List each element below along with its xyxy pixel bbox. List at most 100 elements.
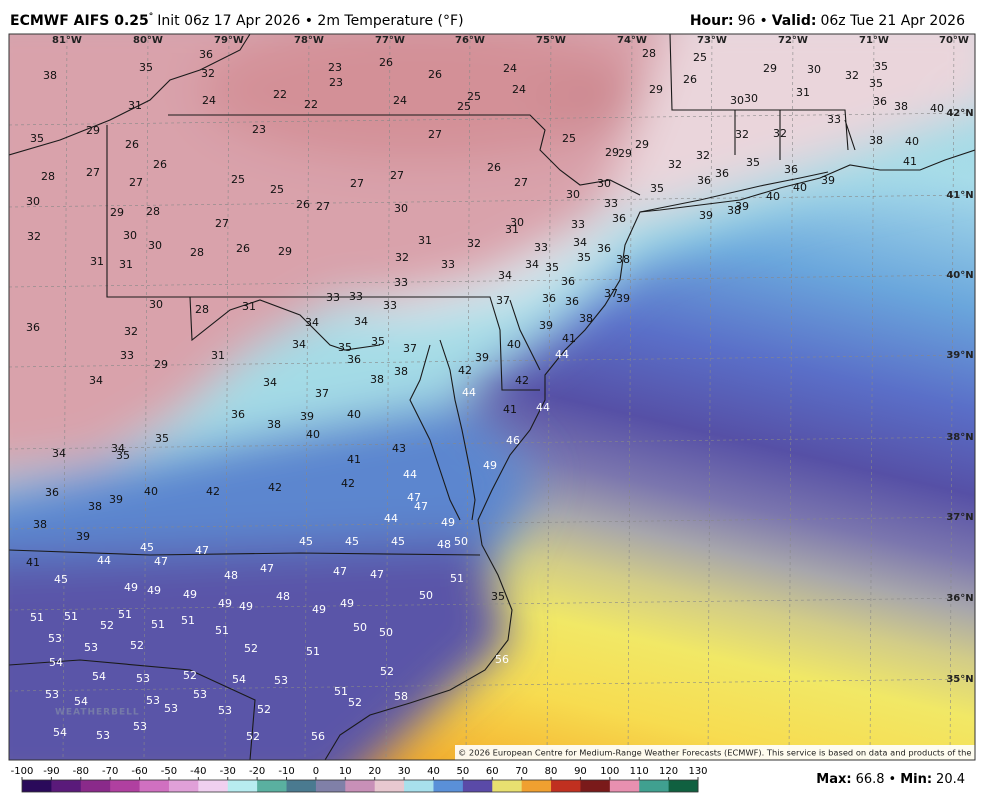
station-temperature: 31 <box>796 86 810 99</box>
header-left: ECMWF AIFS 0.25° Init 06z 17 Apr 2026 • 2… <box>10 12 464 30</box>
colorbar-segment <box>168 780 199 792</box>
meridian <box>627 34 633 760</box>
station-temperature: 56 <box>311 730 325 743</box>
map-frame <box>8 33 976 761</box>
station-temperature: 36 <box>597 242 611 255</box>
lon-label: 70°W <box>939 35 969 46</box>
lat-label: 40°N <box>946 270 973 281</box>
station-temperature: 51 <box>450 572 464 585</box>
station-temperature: 49 <box>124 581 138 594</box>
station-temperature: 36 <box>347 353 361 366</box>
station-temperature: 44 <box>384 512 398 525</box>
station-temperature: 34 <box>111 442 125 455</box>
title: ECMWF AIFS 0.25 <box>10 13 149 29</box>
station-temperature: 23 <box>329 76 343 89</box>
colorbar-tick-label: -90 <box>43 766 59 777</box>
max-label: Max: <box>816 772 851 787</box>
station-temperature: 48 <box>276 590 290 603</box>
lon-label: 78°W <box>294 35 324 46</box>
lon-label: 75°W <box>536 35 566 46</box>
colorbar-segment <box>257 780 288 792</box>
station-temperature: 39 <box>821 174 835 187</box>
station-temperature: 36 <box>715 167 729 180</box>
station-temperature: 28 <box>642 47 656 60</box>
station-temperature: 42 <box>206 485 220 498</box>
station-temperature: 50 <box>353 621 367 634</box>
lon-label: 74°W <box>617 35 647 46</box>
station-temperature: 40 <box>306 428 320 441</box>
station-temperature: 24 <box>202 94 216 107</box>
meridian <box>788 34 794 760</box>
colorbar-tick-label: 20 <box>368 766 381 777</box>
station-temperature: 54 <box>53 726 67 739</box>
station-temperature: 30 <box>566 188 580 201</box>
colorbar-segment <box>668 780 699 792</box>
station-temperature: 30 <box>394 202 408 215</box>
station-temperature: 53 <box>274 674 288 687</box>
station-temperature: 50 <box>379 626 393 639</box>
meridian <box>224 34 230 760</box>
station-temperature: 31 <box>418 234 432 247</box>
station-temperature: 51 <box>64 610 78 623</box>
colorbar-segment <box>639 780 670 792</box>
station-temperature: 23 <box>252 123 266 136</box>
station-temperature: 53 <box>193 688 207 701</box>
station-temperature: 35 <box>338 341 352 354</box>
meridian <box>304 34 310 760</box>
station-temperature: 38 <box>579 312 593 325</box>
station-temperature: 53 <box>48 632 62 645</box>
station-temperature: 32 <box>668 158 682 171</box>
station-temperature: 34 <box>89 374 103 387</box>
station-temperature: 49 <box>147 584 161 597</box>
valid-label: Valid: <box>772 13 817 29</box>
title-degree: ° <box>149 12 154 22</box>
colorbar-tick-label: 70 <box>515 766 528 777</box>
station-temperature: 40 <box>793 181 807 194</box>
meridian <box>707 34 713 760</box>
station-temperature: 27 <box>390 169 404 182</box>
station-temperature: 39 <box>475 351 489 364</box>
station-temperature: 35 <box>577 251 591 264</box>
meridian <box>465 34 471 760</box>
station-temperature: 35 <box>874 60 888 73</box>
colorbar-tick-label: 30 <box>398 766 411 777</box>
station-temperature: 51 <box>30 611 44 624</box>
station-temperature: 26 <box>296 198 310 211</box>
station-temperature: 31 <box>128 99 142 112</box>
lat-label: 38°N <box>946 432 973 443</box>
station-temperature: 42 <box>458 364 472 377</box>
station-temperature: 35 <box>139 61 153 74</box>
station-temperature: 22 <box>273 88 287 101</box>
station-temperature: 33 <box>571 218 585 231</box>
station-temperature: 48 <box>437 538 451 551</box>
station-temperature: 44 <box>97 554 111 567</box>
station-temperature: 34 <box>305 316 319 329</box>
station-temperature: 36 <box>26 321 40 334</box>
station-temperature: 41 <box>26 556 40 569</box>
station-temperature: 26 <box>379 56 393 69</box>
station-temperature: 53 <box>164 702 178 715</box>
parallel <box>9 678 975 692</box>
station-temperature: 37 <box>315 387 329 400</box>
station-temperature: 35 <box>746 156 760 169</box>
station-temperature: 38 <box>894 100 908 113</box>
station-temperature: 34 <box>52 447 66 460</box>
parallel <box>9 354 975 368</box>
station-temperature: 27 <box>129 176 143 189</box>
station-temperature: 33 <box>441 258 455 271</box>
station-temperature: 53 <box>133 720 147 733</box>
station-temperature: 29 <box>278 245 292 258</box>
station-temperature: 34 <box>354 315 368 328</box>
station-temperature: 30 <box>807 63 821 76</box>
station-temperature: 47 <box>407 491 421 504</box>
lat-label: 35°N <box>946 674 973 685</box>
lon-label: 81°W <box>52 35 82 46</box>
station-temperature: 38 <box>616 253 630 266</box>
parallel <box>9 597 975 611</box>
colorbar-tick-label: -50 <box>161 766 177 777</box>
station-temperature: 36 <box>697 174 711 187</box>
station-temperature: 36 <box>45 486 59 499</box>
station-temperature: 39 <box>76 530 90 543</box>
station-temperature: 26 <box>236 242 250 255</box>
station-temperature: 25 <box>270 183 284 196</box>
